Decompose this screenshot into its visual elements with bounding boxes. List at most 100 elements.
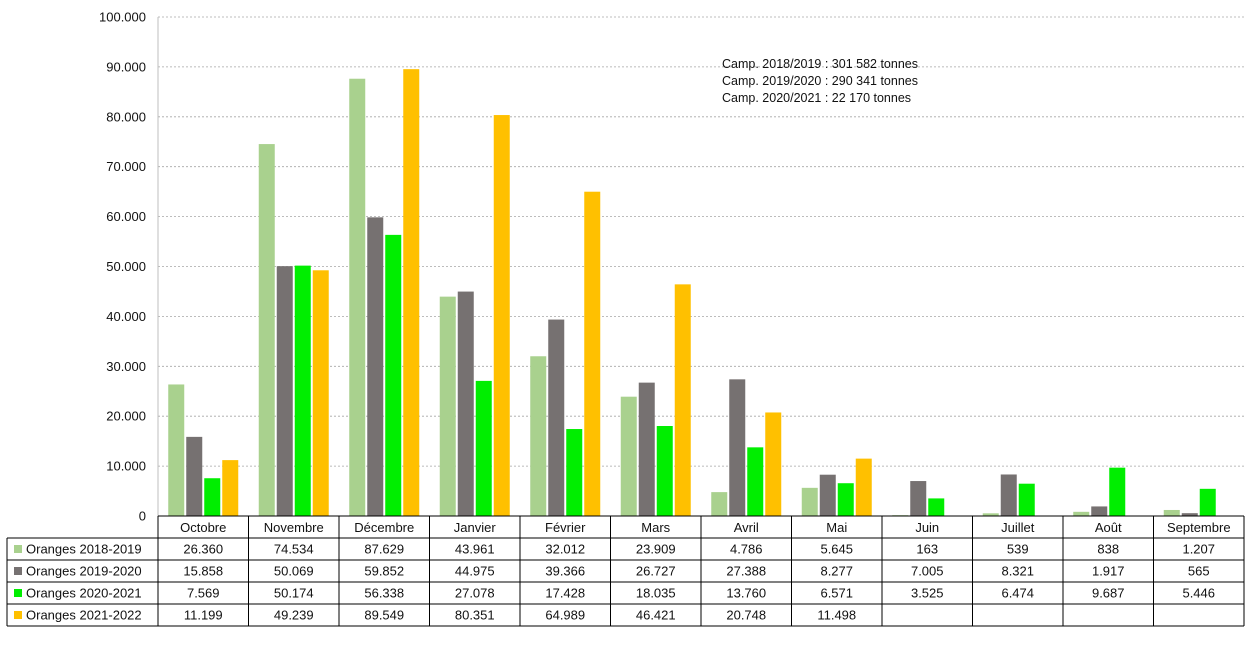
- data-table-value: 87.629: [364, 542, 404, 557]
- y-tick-label: 50.000: [106, 259, 146, 274]
- annotation-line: Camp. 2019/2020 : 290 341 tonnes: [722, 74, 918, 88]
- data-table-value: 56.338: [364, 586, 404, 601]
- data-table-value: 32.012: [545, 542, 585, 557]
- x-category-label: Mars: [641, 520, 670, 535]
- bar: [312, 270, 329, 516]
- data-table-value: 9.687: [1092, 586, 1125, 601]
- bar: [747, 447, 764, 516]
- data-table: Octobre Novembre Décembre Janvier Février Mar…: [6, 515, 1245, 627]
- data-table-value: 43.961: [455, 542, 495, 557]
- data-table-value: 163: [916, 542, 938, 557]
- data-table-value: 7.005: [911, 564, 944, 579]
- data-table-value: 6.571: [820, 586, 853, 601]
- data-table-value: 74.534: [274, 542, 314, 557]
- y-tick-label: 60.000: [106, 209, 146, 224]
- bar: [1091, 506, 1108, 516]
- bar: [674, 284, 691, 516]
- bars: [168, 69, 1216, 517]
- bar: [493, 115, 510, 516]
- data-table-value: 27.388: [726, 564, 766, 579]
- data-table-value: 26.727: [636, 564, 676, 579]
- bar: [367, 217, 384, 517]
- legend-series-name: Oranges 2020-2021: [26, 586, 142, 601]
- data-table-value: 26.360: [183, 542, 223, 557]
- data-table-value: 539: [1007, 542, 1029, 557]
- legend-swatch: [14, 589, 22, 597]
- legend-series-name: Oranges 2019-2020: [26, 564, 142, 579]
- data-table-value: 64.989: [545, 608, 585, 623]
- data-table-value: 50.069: [274, 564, 314, 579]
- bar: [855, 458, 872, 516]
- data-table-value: 8.321: [1001, 564, 1034, 579]
- y-tick-label: 80.000: [106, 109, 146, 124]
- bar: [928, 498, 945, 516]
- y-tick-label: 0: [139, 509, 146, 524]
- bar: [385, 234, 402, 516]
- bar: [620, 396, 637, 516]
- data-table-value: 80.351: [455, 608, 495, 623]
- data-table-value: 20.748: [726, 608, 766, 623]
- legend-swatch: [14, 567, 22, 575]
- data-table-value: 13.760: [726, 586, 766, 601]
- annotation-line: Camp. 2020/2021 : 22 170 tonnes: [722, 91, 912, 105]
- bar: [475, 380, 492, 516]
- data-table-value: 8.277: [820, 564, 853, 579]
- y-tick-label: 30.000: [106, 359, 146, 374]
- data-table-value: 50.174: [274, 586, 314, 601]
- y-tick-label: 90.000: [106, 59, 146, 74]
- bar: [584, 191, 601, 516]
- data-table-value: 39.366: [545, 564, 585, 579]
- data-table-value: 17.428: [545, 586, 585, 601]
- data-table-value: 7.569: [187, 586, 220, 601]
- bar: [711, 492, 728, 516]
- data-table-value: 44.975: [455, 564, 495, 579]
- bar: [837, 483, 854, 516]
- bar: [982, 513, 999, 516]
- y-tick-label: 70.000: [106, 159, 146, 174]
- bar: [258, 144, 275, 517]
- bar: [349, 78, 366, 516]
- bar: [1181, 513, 1198, 516]
- bar: [276, 266, 293, 516]
- bar: [294, 265, 311, 516]
- x-category-label: Septembre: [1167, 520, 1231, 535]
- data-table-value: 59.852: [364, 564, 404, 579]
- bar: [186, 436, 203, 516]
- bar: [1109, 467, 1126, 516]
- bar: [1000, 474, 1017, 516]
- legend-series-name: Oranges 2018-2019: [26, 542, 142, 557]
- x-category-label: Octobre: [180, 520, 226, 535]
- x-category-label: Août: [1095, 520, 1122, 535]
- data-table-value: 46.421: [636, 608, 676, 623]
- bar: [1199, 488, 1216, 516]
- data-table-value: 1.207: [1182, 542, 1215, 557]
- y-tick-label: 20.000: [106, 409, 146, 424]
- bar: [1073, 511, 1090, 516]
- x-category-label: Janvier: [454, 520, 497, 535]
- campaign-totals-annotation: Camp. 2018/2019 : 301 582 tonnes Camp. 2…: [722, 56, 918, 107]
- data-table-value: 11.199: [184, 608, 223, 623]
- x-category-label: Mai: [826, 520, 847, 535]
- bar: [403, 69, 420, 517]
- y-tick-label: 10.000: [106, 459, 146, 474]
- bar: [638, 382, 655, 516]
- bar: [548, 319, 565, 516]
- bar: [439, 296, 456, 516]
- data-table-value: 27.078: [455, 586, 495, 601]
- y-axis-tick-labels: 0 10.000 20.000 30.000 40.000 50.000 60.000 70.…: [99, 10, 146, 524]
- x-category-label: Février: [545, 520, 586, 535]
- data-table-value: 15.858: [183, 564, 223, 579]
- data-table-value: 5.645: [820, 542, 853, 557]
- bar: [729, 379, 746, 516]
- bar: [566, 429, 583, 516]
- bar: [910, 481, 927, 516]
- data-table-value: 23.909: [636, 542, 676, 557]
- y-tick-label: 40.000: [106, 309, 146, 324]
- x-category-label: Juillet: [1001, 520, 1035, 535]
- bar: [457, 291, 474, 516]
- legend-swatch: [14, 611, 22, 619]
- annotation-line: Camp. 2018/2019 : 301 582 tonnes: [722, 57, 918, 71]
- bar: [765, 412, 782, 516]
- data-table-value: 11.498: [817, 608, 856, 623]
